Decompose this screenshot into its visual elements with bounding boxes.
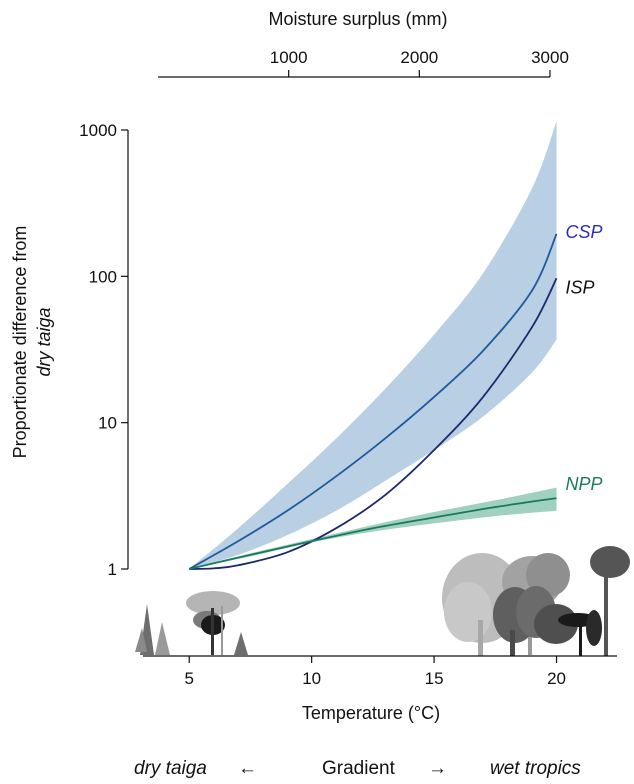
top-axis: 1000 2000 3000 [158, 48, 569, 78]
series-label-npp: NPP [566, 474, 603, 494]
x-axis-tick-label: 5 [184, 669, 193, 688]
x-axis: 5 10 15 20 [143, 655, 617, 688]
gradient-right-label: wet tropics [490, 758, 581, 779]
series-line-isp [189, 277, 558, 570]
series-label-csp: CSP [566, 222, 603, 242]
arrow-left-icon: ← [238, 758, 257, 779]
y-axis-title-line2: dry taiga [34, 307, 54, 376]
y-axis-tick-label: 10 [98, 414, 117, 433]
top-axis-title: Moisture surplus (mm) [268, 9, 447, 29]
x-axis-tick-label: 20 [547, 669, 566, 688]
x-axis-tick-label: 10 [302, 669, 321, 688]
gradient-legend: dry taiga ← Gradient → wet tropics [0, 752, 634, 784]
series-line-npp [189, 497, 557, 570]
top-axis-tick-label: 1000 [270, 48, 308, 67]
y-axis-tick-label: 1000 [79, 121, 117, 140]
y-axis-title-line1: Proportionate difference from [10, 226, 30, 459]
arrow-right-icon: → [428, 758, 447, 779]
tropical-forest-icon [442, 546, 630, 656]
y-axis-title: Proportionate difference from dry taiga [10, 226, 54, 459]
confidence-bands [189, 121, 557, 570]
x-axis-tick-label: 15 [425, 669, 444, 688]
series-lines [188, 233, 558, 570]
taiga-trees-icon [135, 591, 248, 655]
y-axis-tick-label: 100 [89, 267, 117, 286]
y-axis-tick-label: 1 [108, 560, 117, 579]
gradient-left-label: dry taiga [134, 758, 207, 779]
series-label-isp: ISP [566, 277, 595, 297]
series-labels: CSP ISP NPP [566, 222, 603, 494]
y-axis: 1 10 100 1000 [79, 121, 129, 579]
top-axis-tick-label: 2000 [400, 48, 438, 67]
band-csp [189, 121, 557, 570]
chart-canvas: Moisture surplus (mm) 1000 2000 3000 Propo… [10, 9, 630, 723]
x-axis-title: Temperature (°C) [302, 703, 440, 723]
top-axis-tick-label: 3000 [531, 48, 569, 67]
gradient-center-label: Gradient [322, 758, 395, 779]
series-line-csp [188, 233, 558, 570]
